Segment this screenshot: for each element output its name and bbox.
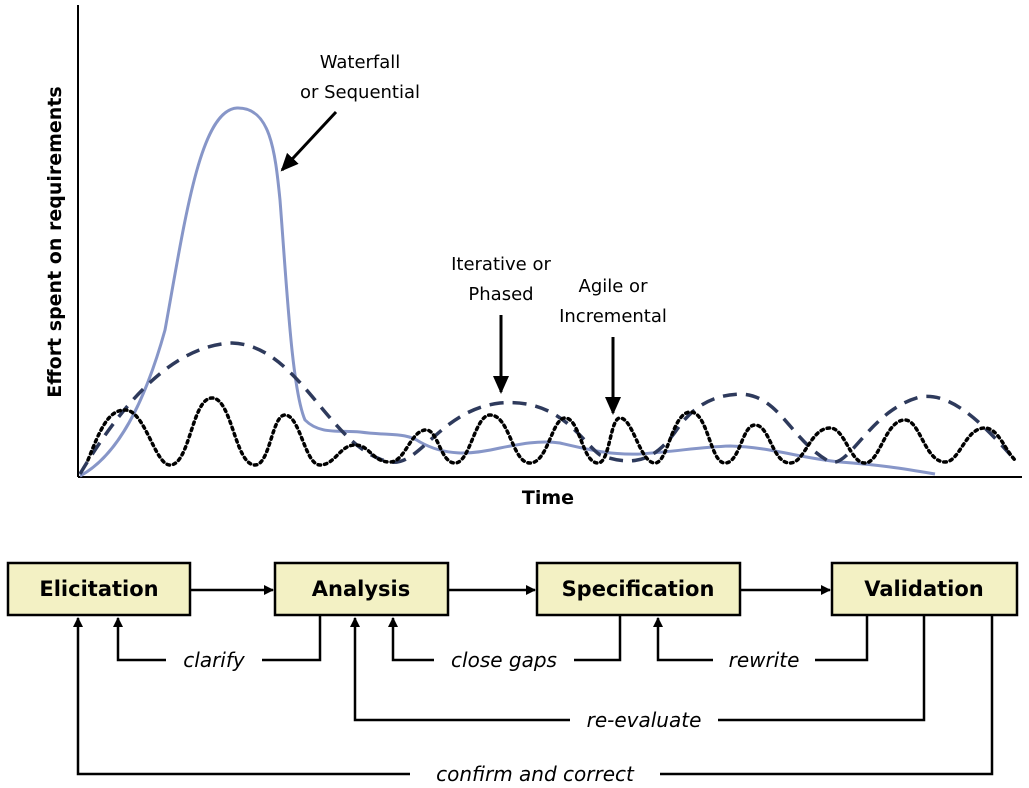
waterfall-arrow [280, 110, 338, 172]
effort-chart: Effort spent on requirements Time Waterf… [44, 5, 1022, 509]
elicitation-box [6, 561, 192, 617]
close-gaps-label: close gaps [451, 648, 557, 672]
agile-curve [86, 396, 1017, 467]
rewrite-line-right [815, 615, 869, 662]
specification-box [535, 561, 742, 617]
iterative-label-line2: Phased [468, 284, 533, 305]
analysis-label: Analysis [312, 577, 410, 601]
validation-label: Validation [864, 577, 984, 601]
clarify-line-right [262, 615, 322, 662]
rewrite-line-left [653, 617, 713, 662]
re-evaluate-line-right [718, 615, 926, 722]
waterfall-label-line1: Waterfall [320, 52, 401, 73]
clarify-line-left [113, 617, 166, 662]
elicitation-label: Elicitation [39, 577, 158, 601]
iterative-curve [78, 341, 1017, 475]
close-gaps-line-left [388, 617, 434, 662]
re-evaluate-label: re-evaluate [587, 708, 702, 732]
rewrite-label: rewrite [729, 648, 800, 672]
analysis-box [273, 561, 450, 617]
re-evaluate-line-left [350, 617, 570, 722]
close-gaps-line-right [574, 615, 622, 662]
confirm-line-right [660, 615, 994, 776]
clarify-label: clarify [183, 648, 246, 672]
specification-label: Specification [562, 577, 715, 601]
iterative-label-line1: Iterative or [451, 254, 551, 275]
waterfall-label-line2: or Sequential [300, 82, 420, 103]
process-flow: Elicitation Analysis Specification Valid… [6, 561, 1019, 786]
confirm-label: confirm and correct [436, 762, 635, 786]
y-axis-label: Effort spent on requirements [44, 86, 66, 397]
confirm-line-left [73, 617, 410, 776]
agile-label-line1: Agile or [579, 276, 649, 297]
agile-label-line2: Incremental [559, 306, 667, 327]
waterfall-curve [79, 106, 936, 478]
x-axis-label: Time [522, 487, 574, 509]
